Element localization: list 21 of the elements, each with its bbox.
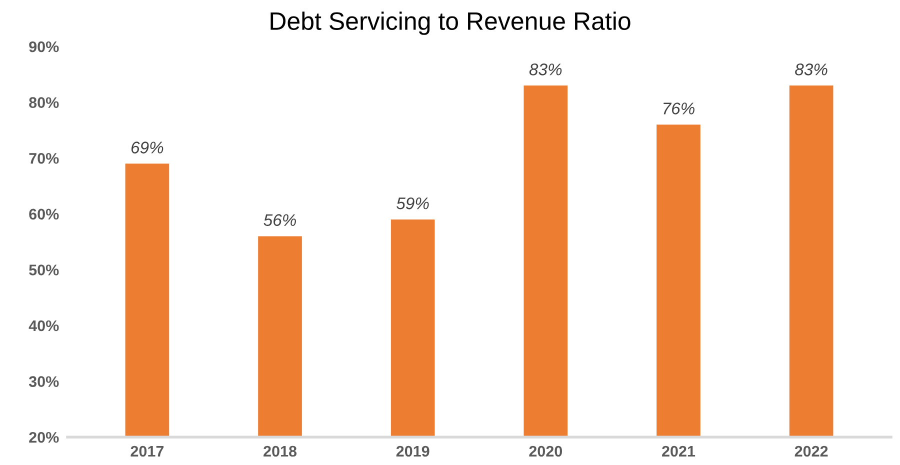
x-tick-label: 2017	[130, 446, 164, 457]
x-tick-label: 2020	[529, 446, 562, 457]
x-tick-label: 2022	[794, 446, 828, 457]
data-label: 83%	[795, 64, 828, 76]
y-tick-label: 80%	[29, 97, 59, 108]
chart-title: Debt Servicing to Revenue Ratio	[270, 12, 630, 35]
x-tick-label: 2019	[396, 446, 430, 457]
data-label: 83%	[529, 64, 562, 76]
y-tick-label: 70%	[29, 152, 59, 164]
x-tick-label: 2018	[264, 446, 297, 457]
y-tick-label: 30%	[28, 376, 59, 388]
data-label: 69%	[131, 142, 164, 154]
data-label: 59%	[396, 197, 429, 210]
y-tick-label: 60%	[29, 208, 59, 220]
y-tick-label: 40%	[28, 320, 59, 332]
y-tick-label: 20%	[29, 432, 59, 443]
data-label: 56%	[264, 214, 296, 226]
y-tick-label: 90%	[29, 41, 59, 52]
data-label: 76%	[664, 102, 694, 114]
x-tick-label: 2021	[662, 446, 696, 457]
y-tick-label: 50%	[29, 264, 59, 276]
